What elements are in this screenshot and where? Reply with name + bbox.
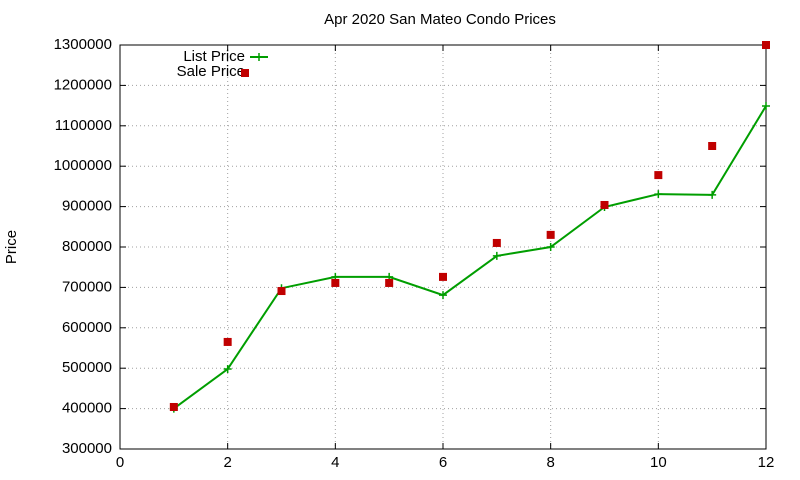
- x-tick-label: 4: [331, 454, 339, 471]
- data-point: [654, 190, 663, 199]
- series-line: [173, 105, 767, 410]
- y-tick-label: 1000000: [54, 157, 112, 174]
- data-point: [331, 278, 340, 287]
- data-point: [385, 278, 394, 287]
- x-tick-label: 2: [223, 454, 231, 471]
- data-point: [223, 337, 232, 346]
- data-point: [762, 102, 770, 111]
- legend-swatch: [255, 53, 263, 61]
- chart-title: Apr 2020 San Mateo Condo Prices: [324, 11, 556, 28]
- y-axis-label: Price: [3, 230, 20, 264]
- data-point: [492, 251, 501, 260]
- y-tick-label: 400000: [62, 400, 112, 417]
- x-tick-label: 6: [439, 454, 447, 471]
- data-point: [492, 238, 501, 247]
- y-tick-label: 1200000: [54, 76, 112, 93]
- y-tick-label: 900000: [62, 198, 112, 215]
- legend-label: List Price: [183, 48, 245, 65]
- data-point: [439, 291, 447, 300]
- x-tick-label: 0: [116, 454, 124, 471]
- y-tick-label: 700000: [62, 278, 112, 295]
- data-point: [546, 230, 555, 239]
- data-point: [546, 243, 555, 251]
- data-point: [169, 402, 178, 411]
- x-tick-label: 8: [546, 454, 554, 471]
- y-tick-label: 600000: [62, 319, 112, 336]
- data-point: [762, 41, 770, 49]
- data-point: [708, 190, 717, 199]
- legend-label: Sale Price: [177, 63, 245, 80]
- y-tick-label: 1300000: [54, 36, 112, 53]
- legend-swatch: [241, 69, 249, 77]
- plot-border: [119, 44, 767, 450]
- data-point: [654, 171, 663, 180]
- y-tick-label: 500000: [62, 359, 112, 376]
- data-point: [439, 272, 447, 281]
- x-tick-label: 12: [758, 454, 775, 471]
- y-tick-label: 800000: [62, 238, 112, 255]
- y-tick-label: 1100000: [55, 117, 112, 134]
- x-tick-label: 10: [650, 454, 667, 471]
- data-point: [277, 287, 286, 296]
- y-tick-label: 300000: [62, 440, 112, 457]
- data-point: [708, 142, 717, 150]
- data-point: [600, 200, 609, 209]
- data-point: [223, 365, 232, 374]
